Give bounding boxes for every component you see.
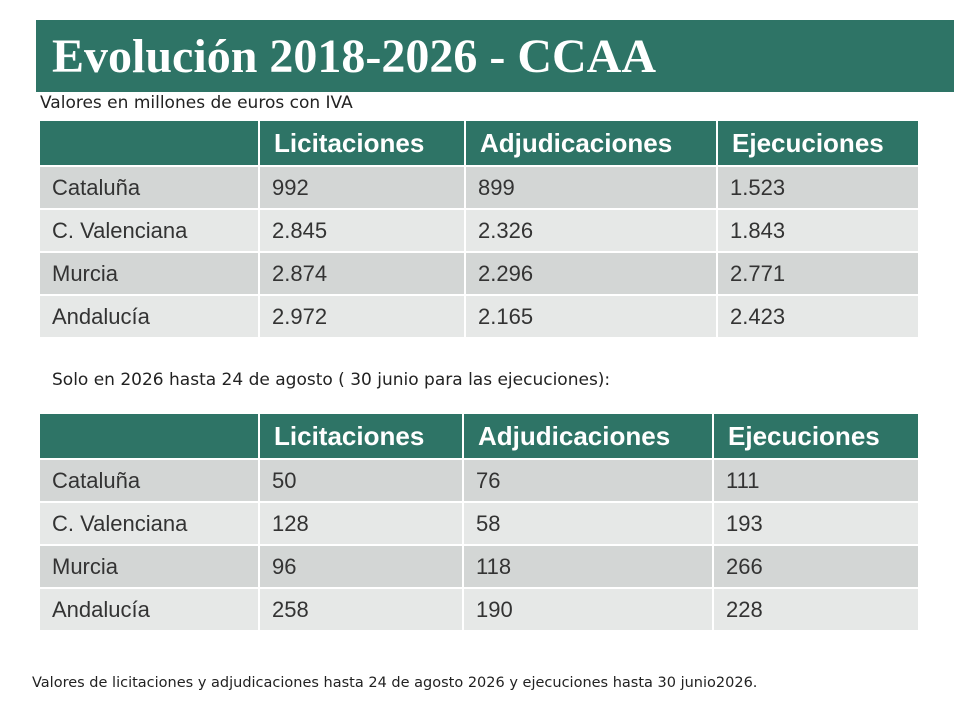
table-row: C. Valenciana 2.845 2.326 1.843	[38, 208, 920, 253]
table-row: Cataluña 50 76 111	[38, 458, 920, 503]
table-row: Murcia 96 118 266	[38, 544, 920, 589]
column-header: Licitaciones	[258, 412, 464, 460]
table-row: Andalucía 258 190 228	[38, 587, 920, 632]
subtitle: Valores en millones de euros con IVA	[40, 93, 353, 113]
ejecuciones-cell: 2.771	[716, 251, 920, 296]
region-cell: C. Valenciana	[38, 208, 260, 253]
region-cell: Cataluña	[38, 458, 260, 503]
region-cell: Murcia	[38, 251, 260, 296]
ejecuciones-cell: 2.423	[716, 294, 920, 339]
table-header-row: Licitaciones Adjudicaciones Ejecuciones	[38, 412, 920, 460]
licitaciones-cell: 992	[258, 165, 466, 210]
adjudicaciones-cell: 2.326	[464, 208, 718, 253]
footer-note: Valores de licitaciones y adjudicaciones…	[32, 675, 758, 691]
licitaciones-cell: 258	[258, 587, 464, 632]
adjudicaciones-cell: 190	[462, 587, 714, 632]
region-cell: Andalucía	[38, 294, 260, 339]
licitaciones-cell: 2.845	[258, 208, 466, 253]
column-header: Ejecuciones	[712, 412, 920, 460]
note-2026: Solo en 2026 hasta 24 de agosto ( 30 jun…	[52, 370, 611, 390]
region-cell: C. Valenciana	[38, 501, 260, 546]
table-2026: Licitaciones Adjudicaciones Ejecuciones …	[38, 412, 920, 632]
adjudicaciones-cell: 899	[464, 165, 718, 210]
adjudicaciones-cell: 118	[462, 544, 714, 589]
adjudicaciones-cell: 76	[462, 458, 714, 503]
column-header	[38, 412, 260, 460]
table-row: Andalucía 2.972 2.165 2.423	[38, 294, 920, 339]
column-header: Ejecuciones	[716, 119, 920, 167]
adjudicaciones-cell: 2.296	[464, 251, 718, 296]
column-header	[38, 119, 260, 167]
adjudicaciones-cell: 2.165	[464, 294, 718, 339]
ejecuciones-cell: 193	[712, 501, 920, 546]
adjudicaciones-cell: 58	[462, 501, 714, 546]
region-cell: Cataluña	[38, 165, 260, 210]
column-header: Adjudicaciones	[462, 412, 714, 460]
licitaciones-cell: 128	[258, 501, 464, 546]
title-bar: Evolución 2018-2026 - CCAA	[36, 20, 954, 92]
table-totals: Licitaciones Adjudicaciones Ejecuciones …	[38, 119, 920, 339]
page-title: Evolución 2018-2026 - CCAA	[52, 30, 657, 83]
ejecuciones-cell: 1.523	[716, 165, 920, 210]
licitaciones-cell: 50	[258, 458, 464, 503]
ejecuciones-cell: 266	[712, 544, 920, 589]
ejecuciones-cell: 228	[712, 587, 920, 632]
table-row: Cataluña 992 899 1.523	[38, 165, 920, 210]
ejecuciones-cell: 111	[712, 458, 920, 503]
region-cell: Murcia	[38, 544, 260, 589]
licitaciones-cell: 96	[258, 544, 464, 589]
licitaciones-cell: 2.874	[258, 251, 466, 296]
table-row: C. Valenciana 128 58 193	[38, 501, 920, 546]
table-row: Murcia 2.874 2.296 2.771	[38, 251, 920, 296]
column-header: Adjudicaciones	[464, 119, 718, 167]
column-header: Licitaciones	[258, 119, 466, 167]
table-header-row: Licitaciones Adjudicaciones Ejecuciones	[38, 119, 920, 167]
licitaciones-cell: 2.972	[258, 294, 466, 339]
region-cell: Andalucía	[38, 587, 260, 632]
ejecuciones-cell: 1.843	[716, 208, 920, 253]
